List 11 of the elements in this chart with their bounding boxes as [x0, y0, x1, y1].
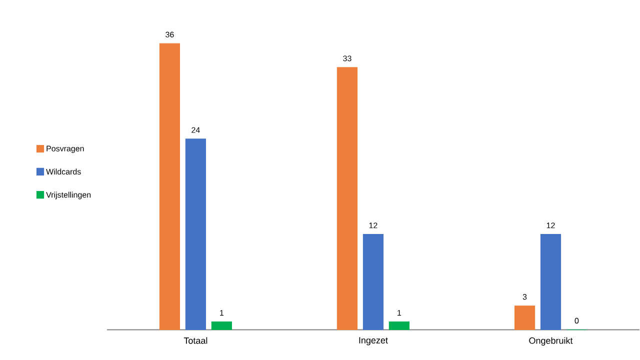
x-tick-label: Ingezet [359, 337, 388, 346]
x-tick-label: Totaal [184, 337, 208, 344]
bar [514, 306, 536, 330]
bar [388, 322, 410, 330]
bar [362, 234, 384, 330]
x-tick-label: Ongebruikt [529, 337, 573, 346]
bar [336, 67, 358, 330]
bar [211, 322, 232, 330]
bar [185, 138, 206, 330]
bar [159, 43, 180, 330]
bar [540, 234, 562, 330]
